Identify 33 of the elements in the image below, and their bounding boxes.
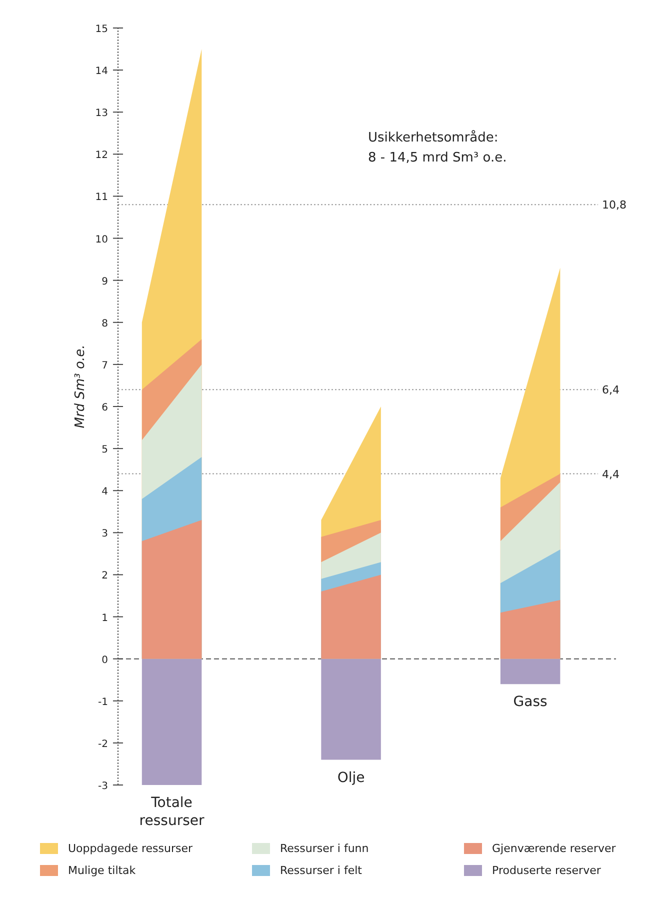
y-tick-label: 11: [95, 192, 108, 204]
legend-label: Produserte reserver: [492, 864, 602, 877]
legend-label: Gjenværende reserver: [492, 842, 616, 855]
y-tick-label: 14: [95, 66, 108, 78]
y-tick-label: 1: [102, 612, 108, 624]
ref-line-label: 6,4: [602, 384, 620, 397]
y-axis-title: Mrd Sm³ o.e.: [73, 344, 88, 428]
annotation: Gass: [513, 694, 548, 710]
ref-line-label: 4,4: [602, 468, 620, 481]
y-tick-label: 7: [102, 360, 108, 372]
y-tick-label: -2: [98, 738, 108, 750]
y-tick-label: 13: [95, 108, 108, 120]
text: Totale ressurser: [139, 795, 204, 829]
legend-label: Ressurser i funn: [280, 842, 369, 855]
y-tick-label: 8: [102, 318, 108, 330]
y-tick-label: -3: [98, 781, 108, 792]
y-tick-label: 3: [102, 528, 108, 540]
ref-line-label: 10,8: [602, 198, 626, 212]
y-tick-label: 4: [102, 486, 108, 498]
y-tick-label: 2: [102, 570, 108, 582]
legend-label: Mulige tiltak: [68, 864, 136, 877]
y-tick-label: 0: [102, 654, 108, 666]
y-tick-label: -1: [98, 696, 108, 708]
legend-label: Uoppdagede ressurser: [68, 842, 193, 855]
y-tick-label: 12: [95, 150, 108, 162]
y-tick-label: 10: [95, 234, 108, 246]
y-tick-label: 6: [102, 402, 108, 414]
annotation: Usikkerhetsområde: 8 - 14,5 mrd Sm³ o.e.: [368, 130, 507, 166]
y-tick-label: 9: [102, 276, 108, 288]
y-tick-label: 5: [102, 444, 108, 456]
legend-label: Ressurser i felt: [280, 864, 363, 877]
annotation: Olje: [337, 770, 365, 786]
y-tick-label: 15: [95, 24, 108, 35]
